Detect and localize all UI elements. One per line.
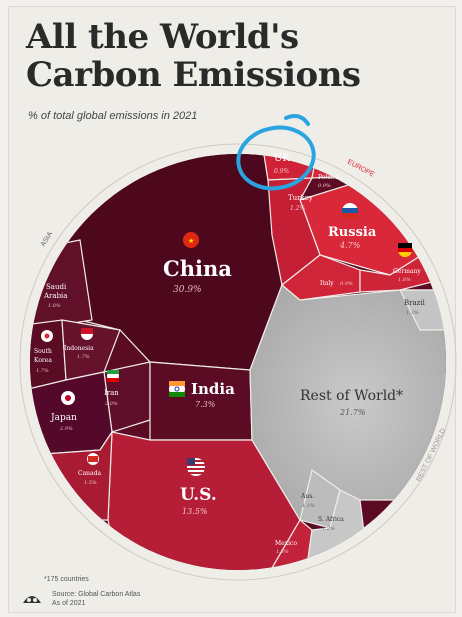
value-italy: 0.9%: [340, 281, 353, 287]
china-flag-star-icon: ★: [188, 237, 194, 245]
label-south-africa: S. Africa: [318, 516, 344, 523]
value-india: 7.3%: [195, 400, 216, 409]
value-russia: 4.7%: [339, 241, 361, 250]
label-saudi-1: Saudi: [46, 283, 67, 291]
label-us: U.S.: [180, 485, 217, 505]
china-flag-icon: [183, 232, 199, 248]
label-china: China: [163, 256, 232, 281]
label-mexico: Mexico: [275, 540, 297, 547]
cell-uk: [261, 154, 319, 181]
label-saudi-2: Arabia: [43, 292, 67, 300]
value-poland: 0.9%: [318, 183, 331, 189]
label-uk: UK: [274, 153, 290, 164]
value-saudi: 1.8%: [48, 303, 61, 309]
label-turkey: Turkey: [288, 194, 313, 202]
outer-ring: [19, 143, 457, 581]
label-indonesia: Indonesia: [64, 345, 94, 352]
value-canada: 1.5%: [84, 480, 97, 486]
region-label-asia: ASIA: [40, 231, 55, 249]
annotation-circle: [236, 125, 316, 191]
label-australia: Aus.: [300, 493, 314, 500]
title-line-1: All the World's: [26, 17, 299, 57]
value-brazil: 1.3%: [406, 310, 419, 316]
label-korea-1: South: [34, 348, 52, 355]
source-line-2: As of 2021: [52, 600, 86, 607]
value-iran: 2.0%: [104, 401, 118, 407]
label-japan: Japan: [50, 413, 77, 423]
publisher-logo-icon: [23, 596, 41, 603]
label-iran: Iran: [104, 389, 119, 397]
value-japan: 2.9%: [59, 426, 73, 432]
label-rest-of-world: Rest of World*: [300, 388, 403, 404]
value-mexico: 1.2%: [276, 549, 289, 555]
value-rest-of-world: 21.7%: [339, 408, 366, 417]
source-line-1: Source: Global Carbon Atlas: [52, 591, 141, 598]
label-poland: Poland: [318, 174, 339, 181]
value-uk: 0.9%: [274, 168, 290, 175]
value-south-africa: 1.2%: [322, 526, 335, 532]
label-canada: Canada: [78, 470, 101, 477]
label-brazil: Brazil: [404, 299, 426, 307]
value-korea: 1.7%: [36, 368, 49, 374]
value-australia: 1.1%: [302, 503, 315, 509]
value-turkey: 1.2%: [290, 205, 306, 212]
value-china: 30.9%: [173, 285, 202, 295]
value-indonesia: 1.7%: [77, 354, 90, 360]
page-title: All the World's Carbon Emissions: [26, 18, 426, 94]
subtitle: % of total global emissions in 2021: [28, 110, 198, 122]
label-germany: Germany: [393, 268, 421, 275]
footnote: *175 countries: [44, 576, 89, 583]
value-us: 13.5%: [182, 507, 208, 516]
annotation-stroke: [284, 114, 310, 126]
title-line-2: Carbon Emissions: [26, 55, 361, 95]
label-india: India: [191, 380, 235, 398]
label-russia: Russia: [328, 225, 377, 240]
label-korea-2: Korea: [34, 357, 52, 364]
label-italy: Italy: [320, 280, 334, 287]
value-germany: 1.8%: [398, 277, 411, 283]
source-text: Source: Global Carbon Atlas As of 2021: [52, 590, 140, 608]
